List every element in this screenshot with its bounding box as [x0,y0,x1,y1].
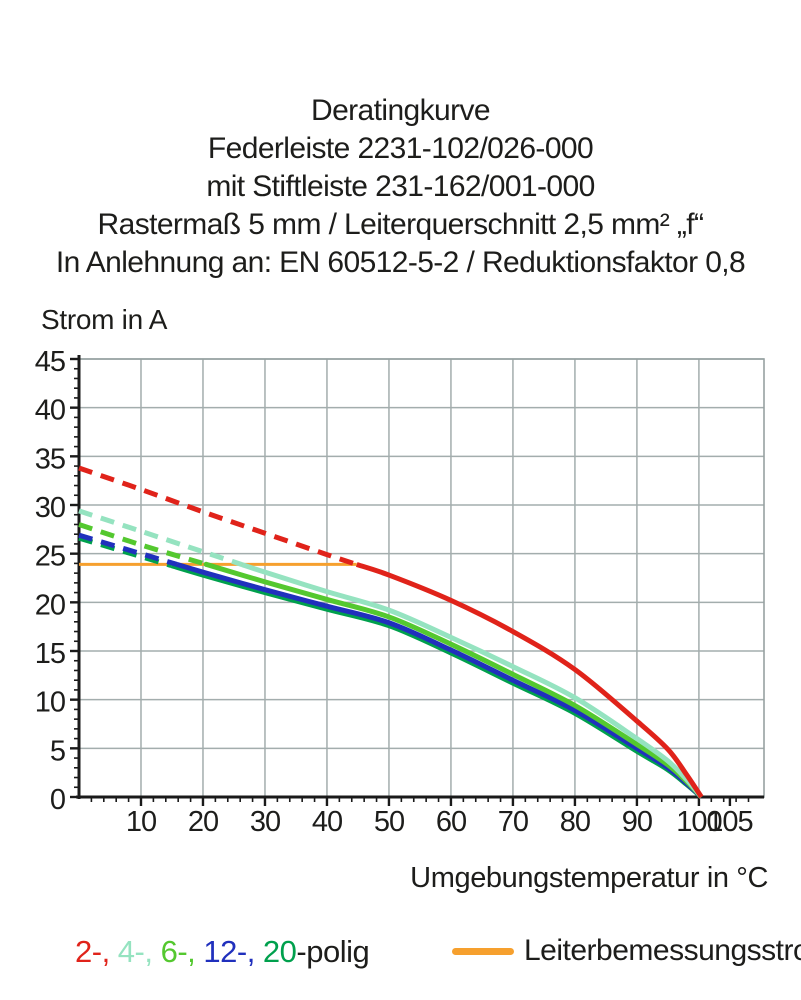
x-tick-label: 105 [707,806,752,838]
y-axis-title: Strom in A [41,304,168,335]
curve-12-polig-solid [176,561,704,799]
legend-pole-label-4: 12-, [203,934,263,969]
legend-pole-label-2: 4-, [117,934,161,969]
y-tick-label: 15 [35,638,65,670]
curve-2-polig-dashed [78,465,358,567]
y-tick-label: 20 [35,589,65,621]
x-tick-label: 40 [312,806,342,838]
chart-title-block: Deratingkurve Federleiste 2231-102/026-0… [0,92,801,282]
legend-pole-label-3: 6-, [160,934,204,969]
plot-frame [78,358,765,798]
title-line-4: Rastermaß 5 mm / Leiterquerschnitt 2,5 m… [97,208,704,241]
y-tick-label: 45 [35,346,65,378]
reference-line-label: Leiterbemessungsstrom [524,934,801,967]
x-tick-label: 80 [560,806,590,838]
legend-pole-label-5: 20 [262,934,297,969]
x-tick-label: 30 [250,806,280,838]
y-tick-label: 25 [35,541,65,573]
x-axis-title: Umgebungstemperatur in °C [410,862,768,894]
title-line-5: In Anlehnung an: EN 60512-5-2 / Reduktio… [55,246,746,279]
x-tick-label: 10 [126,806,156,838]
y-tick-label: 35 [35,443,65,475]
legend-poles-suffix: -polig [296,934,370,969]
reference-line-swatch [452,947,514,955]
x-tick-label: 20 [188,806,218,838]
legend-poles-group: 2-, 4-, 6-, 12-, 20-polig [75,934,370,970]
curve-6-polig-solid [205,561,704,799]
y-tick-label: 40 [35,395,65,427]
x-tick-label: 100 [676,806,721,838]
y-tick-label: 0 [50,784,65,816]
y-tick-label: 30 [35,492,65,524]
title-line-3: mit Stiftleiste 231-162/001-000 [206,170,595,203]
y-tick-label: 5 [50,735,65,767]
x-tick-label: 60 [436,806,466,838]
curve-12-polig-dashed [78,532,178,567]
legend-poles: 2-, 4-, 6-, 12-, 20 [75,934,297,969]
curve-2-polig-solid [355,562,704,799]
x-tick-label: 50 [374,806,404,838]
curve-20-polig-solid [170,563,704,799]
curve-4-polig-dashed [78,508,243,567]
title-line-1: Deratingkurve [311,94,491,127]
legend-pole-label-1: 2-, [75,934,118,969]
x-tick-label: 90 [622,806,652,838]
curve-4-polig-solid [241,562,704,799]
curve-6-polig-dashed [78,522,212,568]
y-tick-label: 10 [35,687,65,719]
legend-reference-group: Leiterbemessungsstrom [452,934,801,968]
title-line-2: Federleiste 2231-102/026-000 [207,132,594,165]
x-tick-label: 70 [498,806,528,838]
